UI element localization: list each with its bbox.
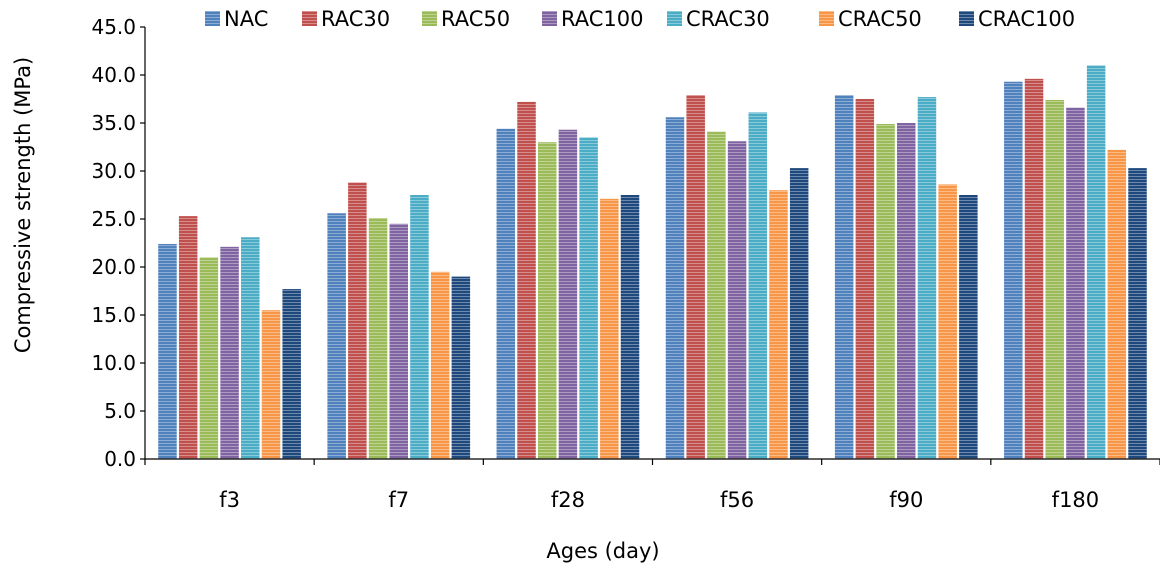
bar	[199, 257, 219, 459]
legend-swatch	[422, 11, 437, 26]
y-tick-label: 25.0	[91, 207, 136, 231]
bar	[789, 168, 809, 459]
legend-item: RAC30	[302, 7, 390, 31]
bar	[665, 117, 685, 460]
legend-item: CRAC100	[959, 7, 1075, 31]
bar	[876, 123, 895, 460]
x-tick-label: f56	[720, 488, 754, 512]
bar	[327, 213, 346, 459]
bar	[1107, 149, 1127, 459]
y-tick-label: 5.0	[104, 399, 136, 423]
bar	[1086, 65, 1106, 460]
y-tick-label: 15.0	[91, 303, 136, 327]
bar	[348, 182, 367, 459]
y-tick-label: 0.0	[104, 447, 136, 471]
bar	[430, 271, 450, 459]
y-axis-title: Compressive strength (MPa)	[11, 57, 35, 353]
legend-label: CRAC30	[686, 7, 770, 31]
bar	[686, 95, 705, 459]
x-tick-label: f180	[1052, 488, 1099, 512]
bar	[282, 289, 301, 459]
bar	[855, 99, 875, 459]
legend-swatch	[667, 11, 682, 26]
legend-label: NAC	[224, 7, 268, 31]
bar	[1045, 99, 1064, 460]
bar	[707, 131, 726, 459]
bar	[368, 218, 388, 459]
bar	[897, 123, 916, 459]
legend-label: RAC30	[321, 7, 390, 31]
x-tick-label: f28	[551, 488, 585, 512]
legend-swatch	[542, 11, 557, 26]
y-axis: 0.0 5.0 10.0 15.0 20.0 25.0 30.0 35.0 40.0 45.0	[91, 15, 146, 471]
bar	[1066, 107, 1085, 459]
bar	[769, 190, 788, 459]
legend-item: RAC50	[422, 7, 510, 31]
y-tick-label: 20.0	[91, 255, 136, 279]
y-tick-label: 10.0	[91, 351, 136, 375]
bar	[241, 237, 260, 459]
y-tick-label: 30.0	[91, 159, 136, 183]
bar	[558, 129, 578, 459]
legend-label: RAC100	[561, 7, 643, 31]
bar	[727, 141, 747, 460]
x-axis: f3 f7 f28 f56 f90 f180	[144, 458, 1160, 512]
bar	[1024, 78, 1044, 459]
bar	[959, 195, 978, 459]
bar	[537, 142, 557, 459]
legend-item: CRAC50	[819, 7, 922, 31]
legend-label: CRAC50	[838, 7, 922, 31]
bars	[158, 65, 1147, 460]
bar	[261, 310, 281, 459]
legend-item: NAC	[205, 7, 268, 31]
y-tick-label: 35.0	[91, 111, 136, 135]
legend: NAC RAC30 RAC50 RAC100 CRAC30 CRAC50 CRAC100	[205, 7, 1075, 31]
bar	[220, 246, 239, 459]
legend-label: CRAC100	[978, 7, 1075, 31]
legend-swatch	[959, 11, 974, 26]
bar	[451, 276, 471, 459]
bar	[600, 198, 619, 459]
legend-swatch	[819, 11, 834, 26]
y-tick-label: 45.0	[91, 15, 136, 39]
bar	[834, 95, 854, 459]
bar	[389, 223, 408, 459]
bar	[158, 243, 177, 459]
y-tick-label: 40.0	[91, 63, 136, 87]
legend-item: CRAC30	[667, 7, 770, 31]
bar	[1004, 81, 1023, 459]
bar	[917, 97, 937, 459]
bar	[178, 216, 198, 459]
legend-label: RAC50	[441, 7, 510, 31]
x-axis-title: Ages (day)	[546, 539, 659, 563]
bar	[517, 101, 536, 459]
bar	[410, 195, 429, 459]
legend-swatch	[205, 11, 220, 26]
x-tick-label: f3	[219, 488, 240, 512]
x-tick-label: f90	[889, 488, 923, 512]
bar	[1128, 168, 1147, 459]
bar	[748, 112, 768, 459]
bar	[938, 184, 957, 459]
bar	[496, 128, 516, 459]
x-tick-label: f7	[388, 488, 409, 512]
bar	[579, 137, 598, 459]
bar	[620, 195, 640, 459]
legend-item: RAC100	[542, 7, 643, 31]
legend-swatch	[302, 11, 317, 26]
